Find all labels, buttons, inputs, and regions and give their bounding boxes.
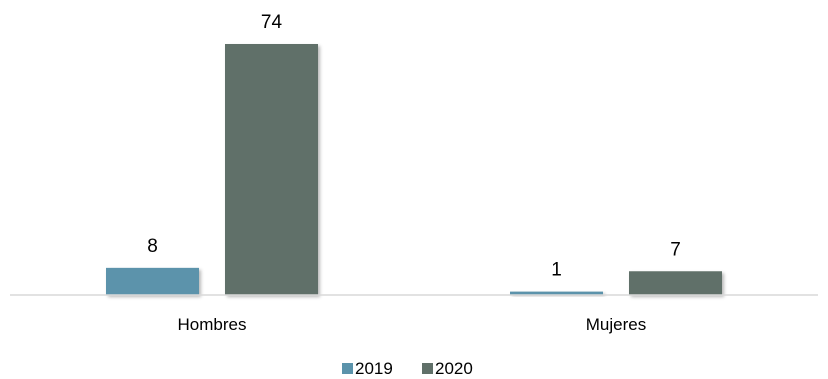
- bar-mujeres-2019: [510, 291, 603, 295]
- data-label-mujeres-2020: 7: [670, 239, 681, 260]
- legend: 2019 2020: [342, 359, 473, 378]
- category-labels: Hombres Mujeres: [178, 315, 647, 334]
- legend-label-2019: 2019: [355, 359, 393, 378]
- labels-layer: 8 74 1 7: [147, 12, 681, 281]
- data-label-hombres-2020: 74: [261, 12, 283, 33]
- data-label-mujeres-2019: 1: [551, 260, 562, 281]
- bar-hombres-2020: [225, 44, 318, 295]
- bar-mujeres-2020: [629, 271, 722, 295]
- category-label-hombres: Hombres: [178, 315, 247, 334]
- bar-hombres-2019: [106, 267, 199, 295]
- legend-swatch-2020: [422, 363, 433, 374]
- legend-label-2020: 2020: [435, 359, 473, 378]
- legend-swatch-2019: [342, 363, 353, 374]
- bars-layer: [106, 44, 722, 295]
- data-label-hombres-2019: 8: [147, 236, 158, 257]
- category-label-mujeres: Mujeres: [586, 315, 646, 334]
